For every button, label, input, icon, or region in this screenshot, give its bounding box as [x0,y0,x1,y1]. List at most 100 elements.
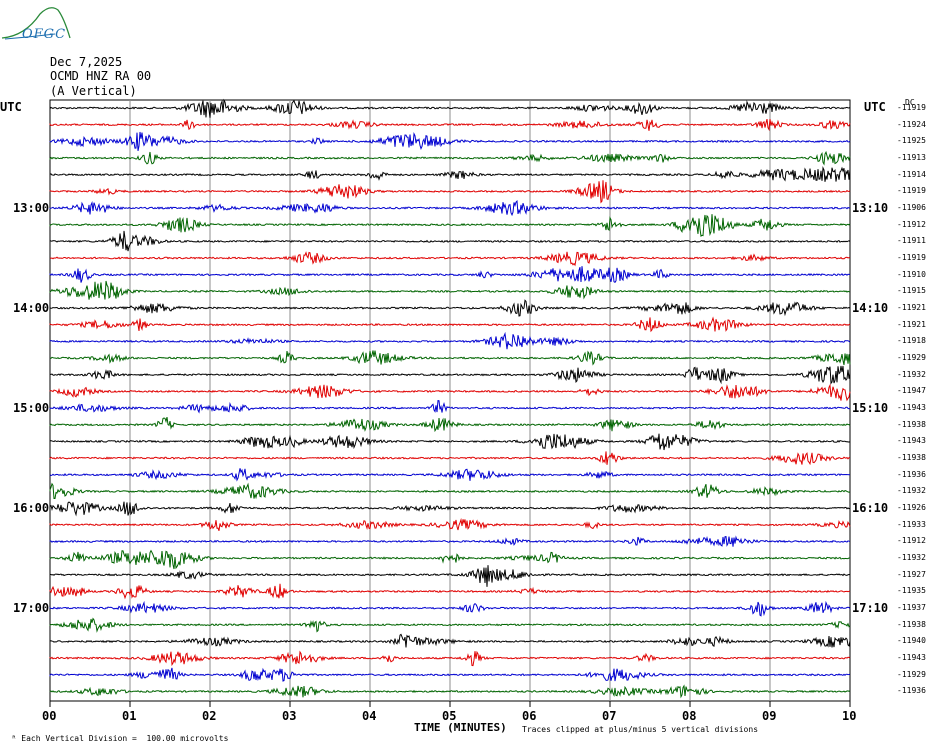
utc-label-left: UTC [0,100,22,114]
trace-line [49,251,851,267]
component-label: (A Vertical) [50,84,137,98]
trace-line [49,482,851,500]
trace-line [49,468,850,482]
trace-line [49,400,851,414]
trace-line [49,350,851,366]
trace-line [49,583,851,600]
trace-line [49,266,851,283]
trace-line [49,633,851,648]
trace-line [49,331,851,350]
dc-offset-label: -11943 [897,653,926,663]
x-tick-label: 01 [122,709,137,723]
hour-label-right: 16:10 [852,501,889,516]
dc-offset-label: -11938 [897,453,926,463]
trace-line [49,316,851,333]
dc-offset-label: -11937 [897,603,926,613]
hour-label-left: 16:00 [13,501,50,516]
dc-offset-label: -11912 [897,219,926,229]
x-axis-title: TIME (MINUTES) [414,721,507,734]
scale-note: ᴿ Each Vertical Division = 100.00 microv… [2,725,229,743]
dc-offset-label: -11914 [897,169,926,179]
trace-line [49,517,851,531]
trace-line [49,667,851,682]
dc-offset-label: -11919 [897,186,926,196]
x-tick-label: 00 [42,709,57,723]
trace-line [49,365,851,385]
trace-line [49,565,851,587]
hour-label-right: 17:10 [852,601,889,616]
dc-offset-label: -11936 [897,686,926,696]
dc-offset-label: -11943 [897,403,926,413]
dc-offset-label: -11932 [897,369,926,379]
trace-line [49,433,851,451]
scale-note-icon: ᴿ [11,734,22,743]
dc-label: DC [905,98,915,107]
dc-offset-label: -11915 [897,286,926,296]
dc-offset-label: -11943 [897,436,926,446]
hour-label-left: 14:00 [13,301,50,316]
dc-offset-label: -11918 [897,336,926,346]
hour-label-left: 13:00 [13,201,50,216]
trace-line [49,299,851,317]
station-code: OCMD HNZ RA 00 [50,69,152,83]
hour-label-right: 13:10 [852,201,889,216]
trace-line [49,118,851,132]
hour-label-right: 15:10 [852,401,889,416]
dc-offset-label: -11924 [897,119,926,129]
x-tick-label: 02 [202,709,217,723]
dc-offset-label: -11927 [897,569,926,579]
x-tick-label: 06 [522,709,537,723]
dc-offset-label: -11929 [897,669,926,679]
trace-line [49,230,851,252]
dc-offset-label: -11911 [897,236,926,246]
x-tick-label: 04 [362,709,377,723]
x-tick-label: 05 [442,709,457,723]
dc-offset-label: -11936 [897,469,926,479]
hour-label-left: 17:00 [13,601,50,616]
hour-label-left: 15:00 [13,401,50,416]
trace-line [49,383,851,402]
x-tick-label: 03 [282,709,297,723]
x-tick-label: 10 [842,709,857,723]
dc-offset-label: -11940 [897,636,926,646]
dc-offset-label: -11919 [897,253,926,263]
x-tick-label: 08 [682,709,697,723]
dc-offset-label: -11933 [897,519,926,529]
dc-offset-label: -11906 [897,203,926,213]
logo-text: OFGC [22,27,67,42]
chart-date: Dec 7,2025 [50,55,123,69]
dc-offset-label: -11921 [897,319,926,329]
trace-line [49,150,851,166]
trace-line [49,650,851,667]
trace-line [49,416,851,433]
trace-line [49,199,851,217]
trace-line [49,617,851,633]
trace-line [49,501,851,517]
dc-offset-label: -11919 [897,103,926,112]
dc-offset-label: -11947 [897,386,926,396]
trace-line [49,451,851,466]
trace-line [49,131,851,151]
trace-line [49,535,851,547]
dc-offset-label: -11938 [897,619,926,629]
dc-offset-label: -11929 [897,353,926,363]
utc-label-right: UTC [864,100,886,114]
clip-note: Traces clipped at plus/minus 5 vertical … [522,725,759,734]
x-tick-label: 09 [762,709,777,723]
dc-offset-label: -11938 [897,419,926,429]
dc-offset-label: -11932 [897,486,926,496]
dc-offset-label: -11921 [897,303,926,313]
dc-offset-label: -11925 [897,136,926,146]
scale-note-text: Each Vertical Division = 100.00 microvol… [21,734,229,743]
dc-offset-label: -11926 [897,503,926,513]
dc-offset-label: -11935 [897,586,926,596]
dc-offset-label: -11912 [897,536,926,546]
trace-line [49,180,851,204]
trace-line [49,549,850,570]
trace-line [49,98,851,118]
dc-offset-label: -11913 [897,153,926,162]
dc-offset-label: -11932 [897,553,926,563]
dc-offset-label: -11910 [897,269,926,279]
ofgc-logo-icon [1,7,71,40]
trace-line [49,600,851,617]
